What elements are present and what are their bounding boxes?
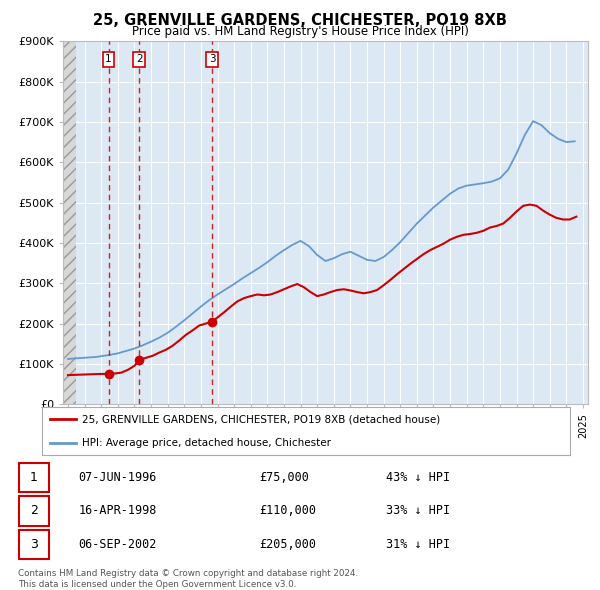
Text: 2: 2 — [136, 54, 143, 64]
Text: 43% ↓ HPI: 43% ↓ HPI — [386, 471, 451, 484]
FancyBboxPatch shape — [19, 530, 49, 559]
Text: 1: 1 — [105, 54, 112, 64]
Text: 25, GRENVILLE GARDENS, CHICHESTER, PO19 8XB: 25, GRENVILLE GARDENS, CHICHESTER, PO19 … — [93, 13, 507, 28]
Text: 2: 2 — [30, 504, 38, 517]
Text: 25, GRENVILLE GARDENS, CHICHESTER, PO19 8XB (detached house): 25, GRENVILLE GARDENS, CHICHESTER, PO19 … — [82, 414, 440, 424]
Text: £110,000: £110,000 — [260, 504, 317, 517]
Text: 3: 3 — [30, 538, 38, 551]
Text: 16-APR-1998: 16-APR-1998 — [78, 504, 157, 517]
Text: HPI: Average price, detached house, Chichester: HPI: Average price, detached house, Chic… — [82, 438, 331, 448]
Text: Price paid vs. HM Land Registry's House Price Index (HPI): Price paid vs. HM Land Registry's House … — [131, 25, 469, 38]
Text: £75,000: £75,000 — [260, 471, 310, 484]
Text: 33% ↓ HPI: 33% ↓ HPI — [386, 504, 451, 517]
Text: Contains HM Land Registry data © Crown copyright and database right 2024.
This d: Contains HM Land Registry data © Crown c… — [18, 569, 358, 589]
Text: 06-SEP-2002: 06-SEP-2002 — [78, 538, 157, 551]
Text: 3: 3 — [209, 54, 215, 64]
FancyBboxPatch shape — [19, 496, 49, 526]
FancyBboxPatch shape — [19, 463, 49, 492]
Text: 1: 1 — [30, 471, 38, 484]
Text: £205,000: £205,000 — [260, 538, 317, 551]
Text: 31% ↓ HPI: 31% ↓ HPI — [386, 538, 451, 551]
Text: 07-JUN-1996: 07-JUN-1996 — [78, 471, 157, 484]
Bar — [63, 41, 76, 404]
